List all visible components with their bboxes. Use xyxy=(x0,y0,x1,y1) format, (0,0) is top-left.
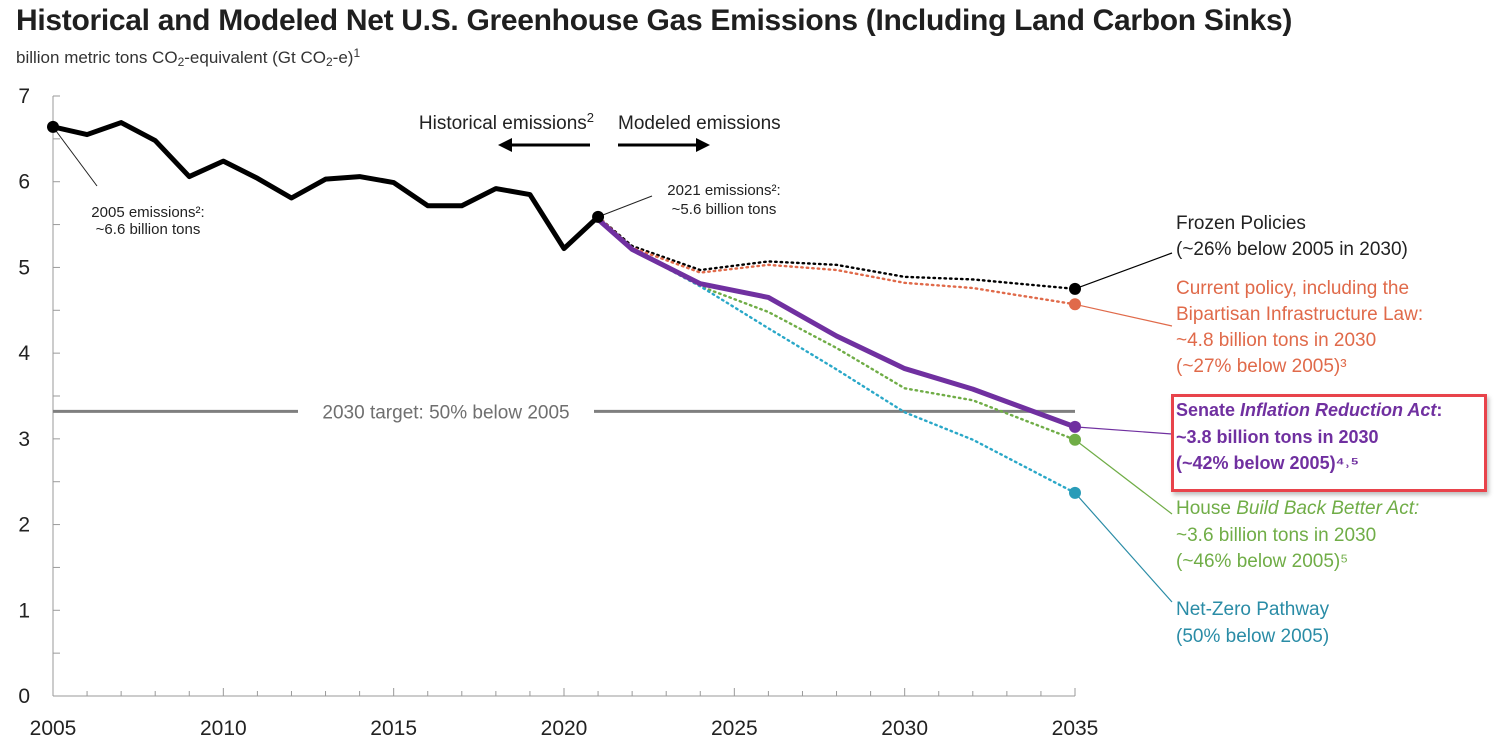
connector-2005 xyxy=(52,126,98,187)
unit-suffix: -e) xyxy=(332,48,354,67)
label-ira: Senate Inflation Reduction Act: ~3.8 bil… xyxy=(1176,400,1442,473)
historical-header: Historical emissions2 xyxy=(419,110,594,134)
historical-arrowhead xyxy=(498,138,512,152)
y-tick-label: 5 xyxy=(18,256,30,279)
unit-prefix: billion metric tons CO xyxy=(16,48,178,67)
marker-current-2035 xyxy=(1069,298,1081,311)
series-historical-line xyxy=(50,120,601,252)
label-ira-line3: (~42% below 2005)⁴˒⁵ xyxy=(1176,453,1359,473)
annotation-2021-line1: 2021 emissions²: xyxy=(667,182,780,199)
axes: 0 1 2 3 4 5 6 7 2005 2010 2015 2020 2025 2030 2035 xyxy=(18,85,1098,740)
x-tick-label: 2020 xyxy=(541,717,588,740)
x-tick-label: 2015 xyxy=(370,717,417,740)
connector-frozen xyxy=(1074,252,1173,290)
label-connectors xyxy=(52,126,1173,603)
marker-2021 xyxy=(592,210,605,223)
annotation-2005-line1: 2005 emissions²: xyxy=(91,204,204,221)
label-netzero-line2: (50% below 2005) xyxy=(1176,626,1329,647)
chart-title: Historical and Modeled Net U.S. Greenhou… xyxy=(16,4,1293,37)
unit-sub-2: 2 xyxy=(325,55,333,69)
connector-ira xyxy=(1074,426,1173,435)
label-netzero-line1: Net-Zero Pathway xyxy=(1176,599,1330,620)
chart-subtitle: billion metric tons CO2-equivalent (Gt C… xyxy=(16,46,360,69)
label-current-line3: ~4.8 billion tons in 2030 xyxy=(1176,330,1376,351)
y-tick-label: 4 xyxy=(18,342,30,365)
modeled-header: Modeled emissions xyxy=(618,113,781,134)
series-markers xyxy=(47,120,1081,499)
series-ira-line xyxy=(595,216,1078,430)
label-frozen-line1: Frozen Policies xyxy=(1176,213,1306,234)
label-ira-line2: ~3.8 billion tons in 2030 xyxy=(1176,427,1379,447)
label-ira-line1: Senate Inflation Reduction Act: xyxy=(1176,400,1442,420)
series-frozen-line xyxy=(596,215,1077,291)
target-label: 2030 target: 50% below 2005 xyxy=(322,402,569,423)
label-bbb-line3: (~46% below 2005)⁵ xyxy=(1176,551,1348,572)
marker-bbb-2035 xyxy=(1069,433,1081,446)
series-netzero-line xyxy=(596,218,1077,495)
marker-ira-2035 xyxy=(1069,420,1081,433)
connector-netzero xyxy=(1074,492,1173,603)
connector-current xyxy=(1074,303,1173,327)
marker-frozen-2035 xyxy=(1069,282,1081,295)
marker-netzero-2035 xyxy=(1069,486,1081,499)
x-tick-label: 2005 xyxy=(30,717,77,740)
x-tick-label: 2030 xyxy=(881,717,928,740)
series-lines xyxy=(50,120,1078,495)
y-tick-label: 3 xyxy=(18,428,30,451)
label-current-line2: Bipartisan Infrastructure Law: xyxy=(1176,304,1423,325)
unit-sub-1: 2 xyxy=(177,55,185,69)
highlight-box-ira xyxy=(1171,394,1487,492)
label-bbb: House Build Back Better Act: ~3.6 billio… xyxy=(1176,498,1419,572)
y-tick-label: 2 xyxy=(18,514,30,537)
annotation-2021-line2: ~5.6 billion tons xyxy=(672,201,777,218)
x-tick-label: 2035 xyxy=(1052,717,1099,740)
y-tick-label: 7 xyxy=(18,85,30,108)
label-frozen: Frozen Policies (~26% below 2005 in 2030… xyxy=(1176,213,1408,260)
connector-2021 xyxy=(597,195,653,218)
marker-2005 xyxy=(47,120,59,133)
label-netzero: Net-Zero Pathway (50% below 2005) xyxy=(1176,599,1330,647)
annotation-2005-line2: ~6.6 billion tons xyxy=(96,221,201,238)
modeled-arrowhead xyxy=(696,138,710,152)
label-current-line4: (~27% below 2005)³ xyxy=(1176,356,1347,377)
y-tick-label: 6 xyxy=(18,171,30,194)
label-bbb-line2: ~3.6 billion tons in 2030 xyxy=(1176,525,1376,546)
y-tick-label: 0 xyxy=(18,685,30,708)
label-frozen-line2: (~26% below 2005 in 2030) xyxy=(1176,239,1408,260)
connector-bbb xyxy=(1074,439,1173,515)
y-tick-label: 1 xyxy=(18,599,30,622)
series-bbb-line xyxy=(596,218,1077,441)
unit-footnote: 1 xyxy=(353,46,361,60)
target-line-group: 2030 target: 50% below 2005 xyxy=(53,402,1075,423)
x-tick-label: 2025 xyxy=(711,717,758,740)
series-current-line xyxy=(596,215,1077,306)
label-current-line1: Current policy, including the xyxy=(1176,278,1409,299)
x-tick-label: 2010 xyxy=(200,717,247,740)
label-bbb-line1: House Build Back Better Act: xyxy=(1176,498,1419,519)
label-current: Current policy, including the Bipartisan… xyxy=(1176,278,1423,377)
unit-mid: -equivalent (Gt CO xyxy=(184,48,326,67)
